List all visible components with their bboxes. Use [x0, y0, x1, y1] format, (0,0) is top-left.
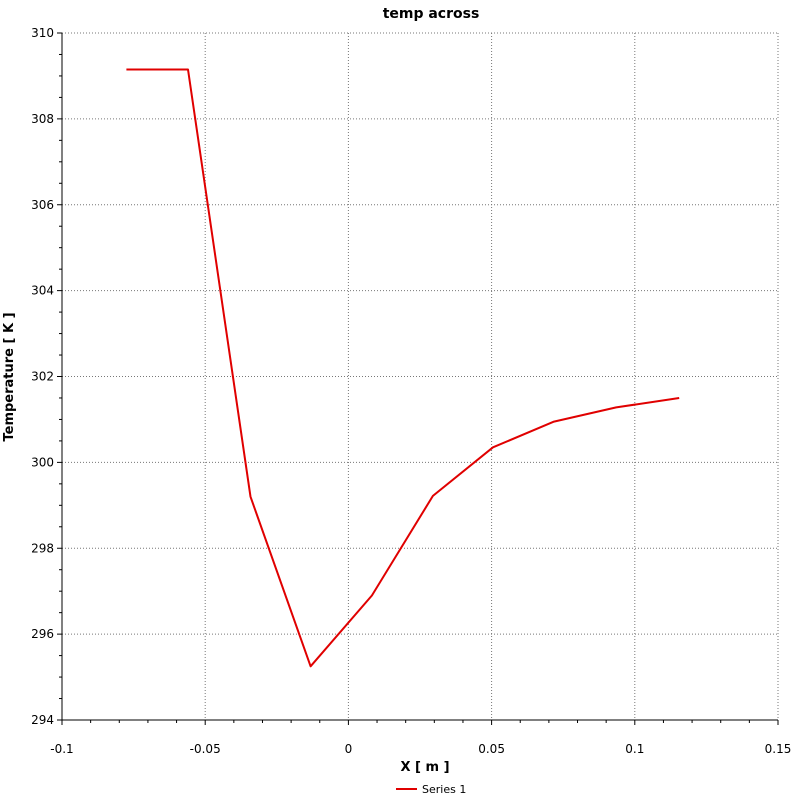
y-tick-label: 306 — [31, 198, 54, 212]
y-axis-label: Temperature [ K ] — [2, 312, 17, 441]
grid — [62, 32, 779, 720]
legend: Series 1 — [396, 783, 466, 796]
x-axis-label: X [ m ] — [400, 760, 449, 775]
x-tick-label: 0 — [345, 742, 353, 756]
y-ticks: 294 296 298 300 302 304 306 308 310 — [31, 26, 62, 727]
y-tick-label: 298 — [31, 541, 54, 555]
x-tick-label: 0.05 — [478, 742, 505, 756]
x-ticks: -0.1 -0.05 0 0.05 0.1 0.15 — [50, 720, 791, 756]
y-tick-label: 304 — [31, 284, 54, 298]
x-tick-label: -0.1 — [50, 742, 73, 756]
chart-title: temp across — [383, 6, 480, 22]
y-tick-label: 302 — [31, 370, 54, 384]
x-tick-label: 0.15 — [765, 742, 792, 756]
x-tick-label: -0.05 — [190, 742, 221, 756]
legend-label-series-1: Series 1 — [422, 783, 466, 796]
y-tick-label: 308 — [31, 112, 54, 126]
series-line-1 — [126, 68, 680, 668]
series — [126, 68, 680, 668]
y-tick-label: 294 — [31, 713, 54, 727]
y-tick-label: 300 — [31, 455, 54, 469]
y-tick-label: 310 — [31, 26, 54, 40]
x-tick-label: 0.1 — [625, 742, 644, 756]
y-tick-label: 296 — [31, 627, 54, 641]
